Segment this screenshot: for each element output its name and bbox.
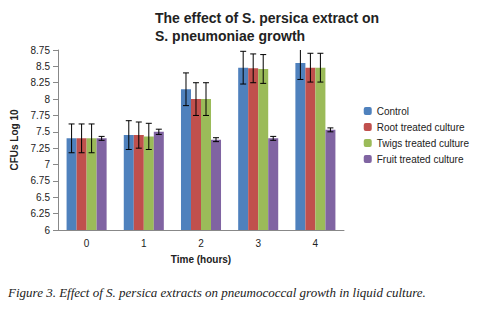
- svg-text:Fruit treated culture: Fruit treated culture: [377, 154, 464, 165]
- svg-text:Root treated culture: Root treated culture: [377, 122, 465, 133]
- svg-text:6: 6: [44, 225, 50, 236]
- svg-text:0: 0: [84, 238, 90, 249]
- svg-text:6.5: 6.5: [36, 192, 50, 203]
- svg-text:S. pneumoniae growth: S. pneumoniae growth: [155, 28, 305, 44]
- svg-text:8.25: 8.25: [31, 77, 51, 88]
- svg-text:8: 8: [44, 94, 50, 105]
- svg-text:The effect of S. persica extra: The effect of S. persica extract on: [155, 10, 383, 26]
- svg-text:3: 3: [255, 238, 261, 249]
- svg-text:Time (hours): Time (hours): [171, 254, 231, 265]
- svg-text:8.75: 8.75: [31, 45, 51, 56]
- svg-text:2: 2: [198, 238, 204, 249]
- svg-text:Twigs treated culture: Twigs treated culture: [377, 138, 470, 149]
- svg-text:6.75: 6.75: [31, 175, 51, 186]
- svg-text:Control: Control: [377, 106, 409, 117]
- html-text:Figure 3. Effect of S. persica: Figure 3. Effect of S. persica extracts …: [8, 285, 426, 300]
- svg-text:7.75: 7.75: [31, 110, 51, 121]
- svg-text:6.25: 6.25: [31, 208, 51, 219]
- svg-text:1: 1: [141, 238, 147, 249]
- svg-text:7: 7: [44, 159, 50, 170]
- svg-text:7.5: 7.5: [36, 126, 50, 137]
- svg-text:8.5: 8.5: [36, 61, 50, 72]
- svg-text:4: 4: [313, 238, 319, 249]
- svg-text:7.25: 7.25: [31, 143, 51, 154]
- svg-text:CFUs Log 10: CFUs Log 10: [9, 109, 20, 171]
